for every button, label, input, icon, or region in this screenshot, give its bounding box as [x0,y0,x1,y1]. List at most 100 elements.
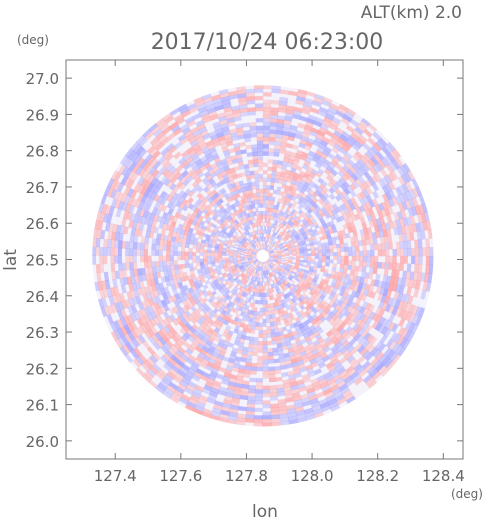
radar-cell [309,358,317,365]
radar-cell [344,287,350,294]
radar-cell [251,252,256,254]
radar-cell [271,267,275,272]
radar-cell [95,264,101,274]
radar-cell [272,266,276,271]
radar-cell [294,406,305,413]
radar-cell [199,261,205,266]
radar-cell [176,228,182,234]
radar-cell [297,359,305,366]
radar-cell [244,258,249,260]
radar-cell [292,254,297,256]
radar-cell [293,184,299,190]
radar-cell [136,157,145,167]
radar-cell [147,198,154,207]
radar-cell [262,140,270,145]
radar-cell [268,140,276,146]
radar-cell [304,238,310,243]
radar-cell [251,219,255,225]
radar-cell [331,266,337,272]
radar-cell [249,170,255,176]
radar-cell [169,250,174,256]
radar-cell [259,266,262,271]
radar-cell [192,244,197,249]
radar-cell [235,305,241,311]
radar-cell [232,238,238,243]
radar-cell [208,110,218,118]
radar-cell [130,304,138,314]
radar-cell [255,222,259,227]
radar-cell [142,162,151,171]
radar-cell [242,287,246,293]
radar-cell [303,251,308,254]
radar-cell [269,276,273,281]
radar-cell [233,261,238,264]
radar-cell [195,355,204,363]
radar-cell [293,300,298,307]
radar-cell [148,273,154,280]
radar-cell [327,351,335,359]
radar-cell [160,287,166,295]
radar-cell [355,298,362,306]
radar-cell [244,198,249,203]
radar-cell [318,349,326,356]
radar-cell [143,188,151,197]
radar-cell [155,142,164,151]
radar-cell [223,133,232,140]
radar-cell [132,143,142,154]
radar-cell [284,222,289,228]
radar-cell [304,305,311,312]
radar-cell [351,173,359,182]
radar-cell [267,246,271,251]
radar-cell [256,196,261,201]
radar-cell [286,223,291,229]
radar-cell [293,296,299,302]
radar-cell [330,224,336,230]
radar-cell [276,163,283,169]
radar-cell [121,300,128,310]
radar-cell [295,217,300,222]
radar-cell [267,211,270,216]
radar-cell [268,148,275,153]
radar-cell [238,341,245,347]
radar-cell [267,166,273,172]
radar-cell [343,316,351,324]
radar-cell [307,184,314,190]
radar-cell [212,308,219,314]
radar-cell [349,203,356,211]
radar-cell [406,216,413,226]
radar-cell [239,298,244,304]
radar-cell [338,176,346,185]
radar-cell [301,151,309,158]
radar-cell [287,245,292,248]
radar-cell [329,178,337,186]
x-tick-label: 127.8 [225,467,268,485]
radar-cell [215,305,221,311]
radar-cell [293,210,299,216]
radar-cell [378,316,386,325]
radar-cell [255,265,259,270]
radar-cell [261,266,263,272]
radar-cell [222,149,230,156]
radar-cell [215,210,221,217]
radar-cell [312,269,317,274]
radar-cell [348,210,355,217]
radar-cell [213,313,220,320]
radar-cell [262,355,269,361]
radar-cell [273,232,277,237]
radar-cell [319,401,330,409]
radar-cell [229,408,239,414]
radar-cell [193,201,200,208]
radar-cell [309,305,316,312]
radar-cell [256,125,264,130]
radar-cell [225,249,230,253]
radar-cell [172,192,179,200]
radar-cell [224,231,229,236]
radar-cell [269,207,274,213]
radar-cell [370,175,379,184]
radar-cell [183,153,192,161]
radar-cell [186,401,197,409]
radar-cell [329,136,339,145]
radar-cell [249,204,253,210]
radar-cell [253,280,257,285]
radar-cell [282,157,290,163]
